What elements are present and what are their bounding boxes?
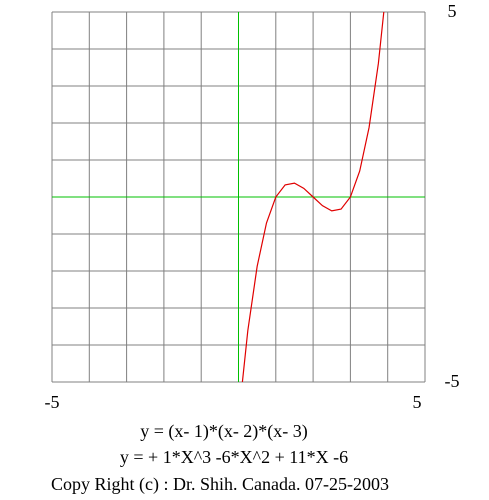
copyright: Copy Right (c) : Dr. Shih. Canada. 07-25… [51, 474, 389, 495]
y-tick-label: 5 [448, 1, 457, 21]
equation-factored: y = (x- 1)*(x- 2)*(x- 3) [140, 421, 308, 442]
equation-expanded: y = + 1*X^3 -6*X^2 + 11*X -6 [120, 447, 348, 467]
x-tick-label: 5 [413, 392, 422, 412]
x-tick-label: -5 [45, 392, 60, 412]
y-tick-label: -5 [445, 371, 460, 391]
curve [241, 12, 385, 382]
